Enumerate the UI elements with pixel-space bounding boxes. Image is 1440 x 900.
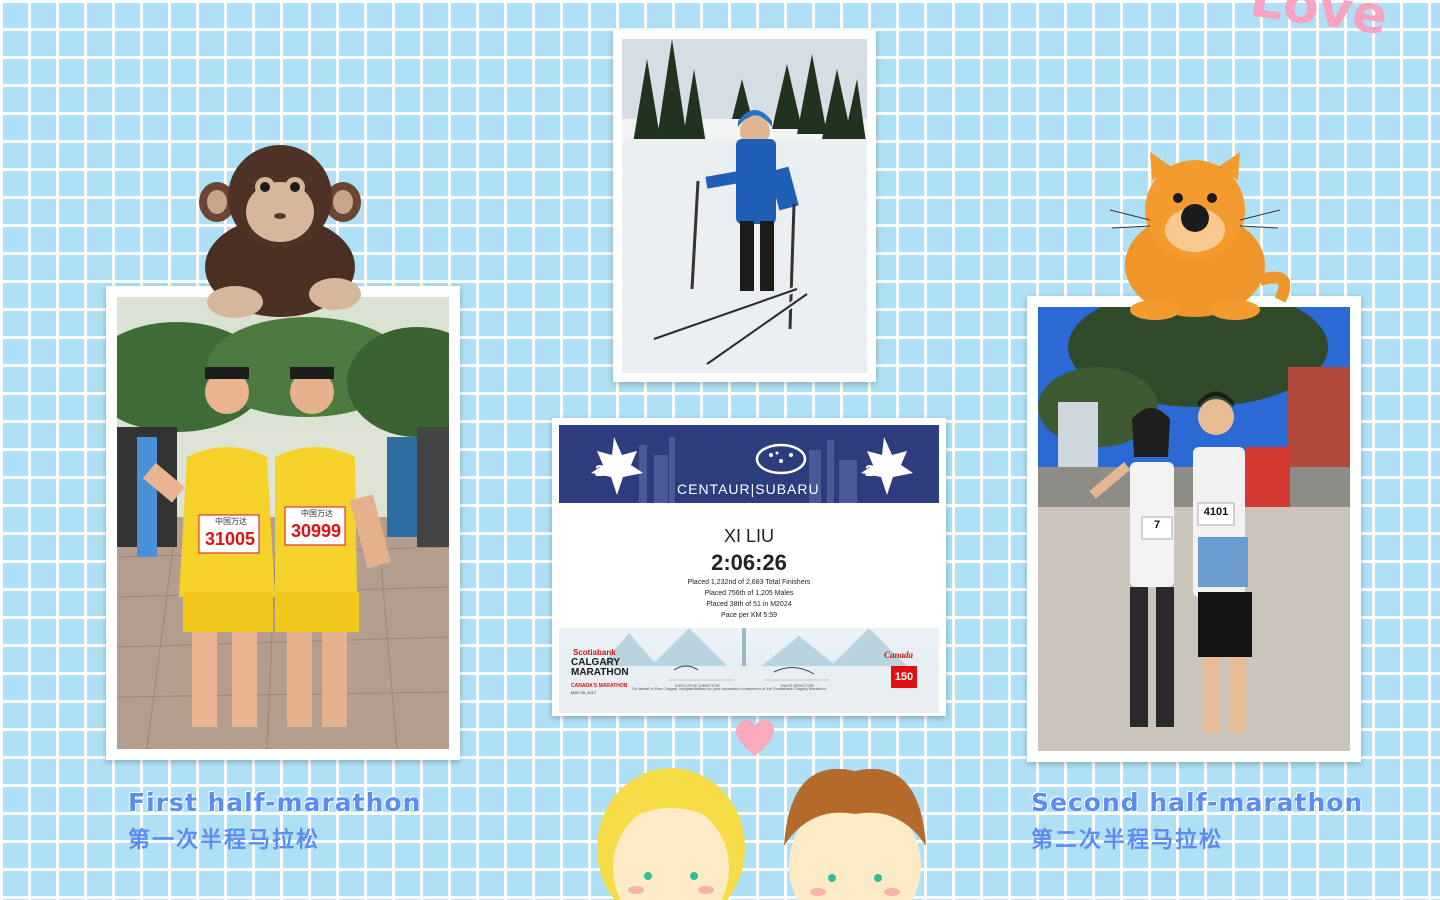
certificate-footer-text: On behalf of Run Calgary, congratulation… [632, 686, 827, 691]
placement-gender: Placed 756th of 1,205 Males [704, 590, 794, 597]
canada-150-logo-text: Canada [884, 650, 914, 660]
bib-number-man: 4101 [1203, 506, 1229, 518]
distance-leaf-left: 21.1 [595, 463, 627, 480]
second-marathon-caption-cn: 第二次半程马拉松 [1031, 828, 1224, 853]
orange-cat-illustration [1110, 152, 1290, 320]
canadas-marathon-tag: CANADA'S MARATHON [571, 683, 628, 689]
pace-per-km: Pace per KM 5:59 [720, 612, 778, 619]
love-decoration-text: Love [1246, 0, 1392, 48]
race-date: MAY 28, 2017 [571, 690, 596, 695]
first-marathon-photo[interactable]: 31005 30999 中国万达 中国万达 [117, 297, 449, 749]
second-marathon-photo[interactable]: 7 4101 [1038, 307, 1350, 751]
distance-leaf-right: 21.1 [865, 463, 897, 480]
first-marathon-caption-cn: 第一次半程马拉松 [128, 828, 321, 853]
finish-time: 2:06:26 [711, 550, 787, 575]
ski-photo-frame [613, 30, 876, 382]
calgary-marathon-logo: CALGARY MARATHON [571, 657, 629, 678]
second-marathon-caption-en: Second half-marathon [1031, 788, 1364, 817]
bib-sponsor-right: 中国万达 [301, 509, 333, 518]
second-marathon-photo-frame: 7 4101 [1027, 296, 1361, 762]
first-marathon-photo-frame: 31005 30999 中国万达 中国万达 [106, 286, 460, 760]
runner-name: XI LIU [723, 526, 775, 546]
ski-photo[interactable] [622, 39, 867, 373]
bib-sponsor-left: 中国万达 [215, 517, 247, 526]
certificate-banner: 21.1 21.1 CENTAUR|SUBARU [559, 425, 939, 503]
signature-race-title: RACE DIRECTOR [781, 683, 815, 688]
heart-icon [735, 720, 775, 756]
cartoon-boy-illustration [784, 768, 926, 900]
monkey-plush-illustration [199, 145, 361, 318]
certificate-footer: Scotiabank CALGARY MARATHON CANADA'S MAR… [559, 628, 939, 713]
bib-number-right: 30999 [290, 521, 342, 541]
centaur-subaru-logo: CENTAUR|SUBARU [677, 481, 820, 497]
canada-150-number: 150 [891, 666, 917, 688]
bib-number-woman: 7 [1153, 519, 1161, 531]
scotiabank-logo: Scotiabank [573, 648, 616, 657]
bib-number-left: 31005 [204, 529, 256, 549]
cartoon-girl-illustration [597, 768, 745, 900]
placement-overall: Placed 1,232nd of 2,683 Total Finishers [687, 579, 811, 586]
first-marathon-caption-en: First half-marathon [128, 788, 422, 817]
signature-executive-title: EXECUTIVE DIRECTOR [675, 683, 720, 688]
placement-category: Placed 38th of 51 in M2024 [706, 601, 792, 608]
race-certificate[interactable]: 21.1 21.1 CENTAUR|SUBARU XI LIU 2:06:26 … [552, 418, 946, 716]
